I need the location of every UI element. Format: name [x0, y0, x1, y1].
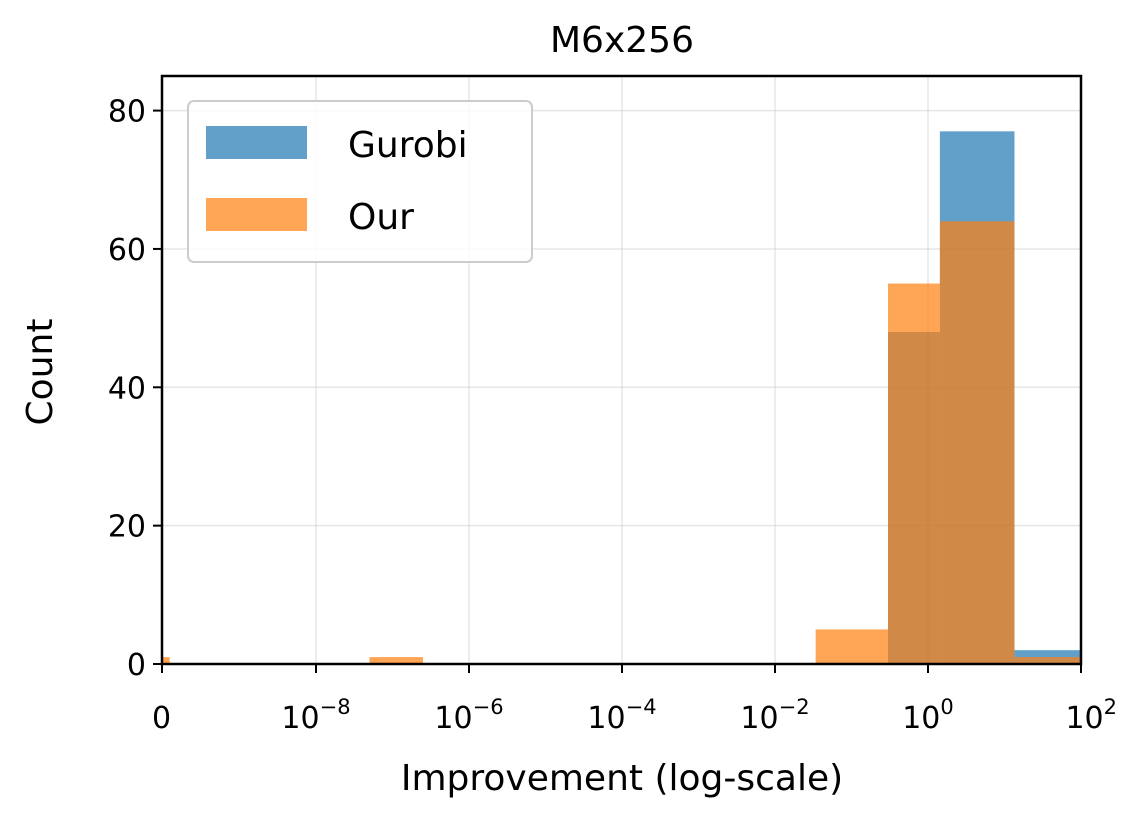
y-axis-ticks: 0 20 40 60 80: [108, 95, 162, 683]
x-tick-label: 102: [1065, 695, 1117, 736]
legend-label-our: Our: [348, 197, 414, 238]
bar-our: [162, 657, 170, 664]
legend-swatch-our: [206, 198, 307, 231]
x-tick-label: 10−6: [434, 695, 503, 736]
chart-legend: Gurobi Our: [187, 100, 533, 263]
x-tick-label: 10−2: [740, 695, 809, 736]
y-tick-label: 20: [108, 510, 146, 545]
x-axis-ticks: 0 10−8 10−6 10−4 10−2 100 102: [152, 664, 1117, 736]
y-axis-label: Count: [20, 319, 61, 426]
bar-our: [369, 657, 423, 664]
bar-our: [815, 629, 888, 664]
x-tick-label: 100: [902, 695, 954, 736]
bar-our: [1014, 657, 1081, 664]
x-tick-label: 0: [152, 701, 171, 736]
histogram-bars: [162, 131, 1081, 665]
bar-our: [939, 221, 1015, 665]
x-tick-label: 10−8: [281, 695, 350, 736]
legend-label-gurobi: Gurobi: [348, 125, 468, 166]
y-tick-label: 40: [108, 371, 146, 406]
x-tick-label: 10−4: [587, 695, 656, 736]
chart-title: M6x256: [550, 20, 694, 61]
legend-swatch-gurobi: [206, 126, 307, 159]
y-tick-label: 0: [127, 648, 146, 683]
x-axis-label: Improvement (log-scale): [401, 758, 843, 799]
bar-our: [887, 283, 940, 664]
y-tick-label: 60: [108, 233, 146, 268]
y-tick-label: 80: [108, 95, 146, 130]
